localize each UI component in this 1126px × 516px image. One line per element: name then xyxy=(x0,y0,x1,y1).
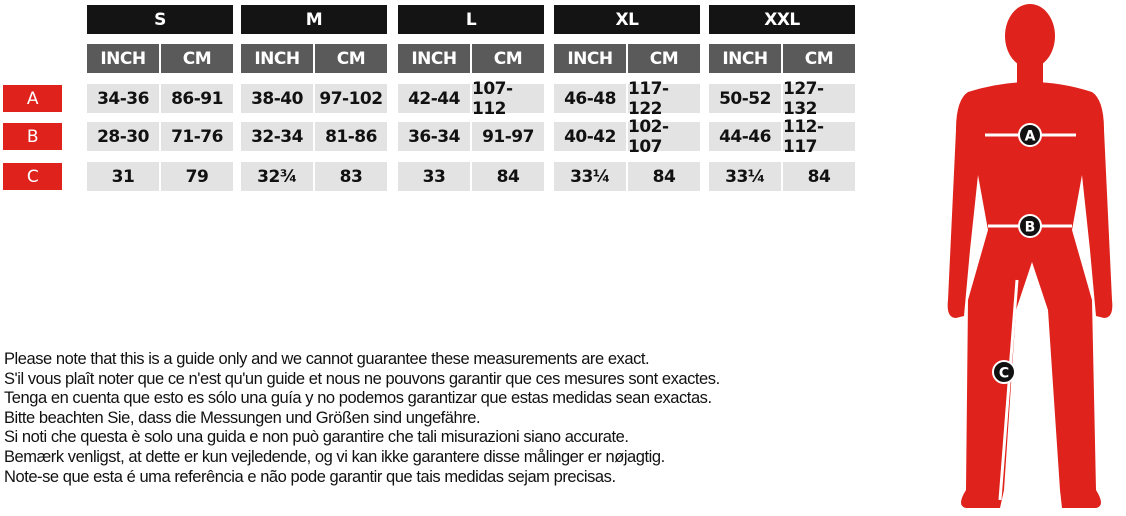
cell-inch: 32¾ xyxy=(241,162,313,191)
cell-cm: 79 xyxy=(161,162,233,191)
cell-inch: 50-52 xyxy=(709,84,781,113)
cell-inch: 32-34 xyxy=(241,122,313,151)
cell-cm: 84 xyxy=(628,162,700,191)
cell-inch: 42-44 xyxy=(398,84,470,113)
svg-text:B: B xyxy=(1025,220,1036,236)
cell-inch: 33 xyxy=(398,162,470,191)
note-it: Si noti che questa è solo una guida e no… xyxy=(4,428,629,447)
size-header-l: L xyxy=(398,5,544,34)
marker-b: B xyxy=(1018,214,1042,238)
size-header-m: M xyxy=(241,5,387,34)
unit-header-inch: INCH xyxy=(241,44,313,73)
unit-header-cm: CM xyxy=(628,44,700,73)
size-header-xl: XL xyxy=(554,5,700,34)
row-label-b: B xyxy=(3,123,62,150)
note-fr: S'il vous plaît noter que ce n'est qu'un… xyxy=(4,369,720,388)
unit-header-cm: CM xyxy=(161,44,233,73)
cell-cm: 91-97 xyxy=(472,122,544,151)
row-label-a: A xyxy=(3,85,62,112)
unit-header-cm: CM xyxy=(783,44,855,73)
unit-header-inch: INCH xyxy=(554,44,626,73)
cell-inch: 46-48 xyxy=(554,84,626,113)
cell-cm: 102-107 xyxy=(628,117,700,157)
cell-cm: 86-91 xyxy=(161,84,233,113)
size-header-s: S xyxy=(87,5,233,34)
cell-inch: 40-42 xyxy=(554,122,626,151)
disclaimer-notes: Please note that this is a guide only an… xyxy=(4,350,720,487)
note-da: Bemærk venligst, at dette er kun vejlede… xyxy=(4,447,665,466)
cell-cm: 83 xyxy=(315,162,387,191)
cell-cm: 84 xyxy=(783,162,855,191)
cell-inch: 33¼ xyxy=(554,162,626,191)
cell-inch: 28-30 xyxy=(87,122,159,151)
note-en: Please note that this is a guide only an… xyxy=(4,350,650,368)
cell-cm: 84 xyxy=(472,162,544,191)
note-es: Tenga en cuenta que esto es sólo una guí… xyxy=(4,389,712,408)
svg-text:A: A xyxy=(1025,129,1036,145)
svg-text:C: C xyxy=(999,366,1009,382)
cell-inch: 33¼ xyxy=(709,162,781,191)
unit-header-cm: CM xyxy=(315,44,387,73)
marker-a: A xyxy=(1018,123,1042,147)
body-silhouette xyxy=(947,4,1113,508)
cell-cm: 81-86 xyxy=(315,122,387,151)
note-de: Bitte beachten Sie, dass die Messungen u… xyxy=(4,408,481,427)
unit-header-inch: INCH xyxy=(87,44,159,73)
cell-cm: 107-112 xyxy=(472,79,544,119)
size-header-xxl: XXL xyxy=(709,5,855,34)
cell-cm: 71-76 xyxy=(161,122,233,151)
cell-inch: 38-40 xyxy=(241,84,313,113)
note-pt: Note-se que esta é uma referência e não … xyxy=(4,467,616,486)
unit-header-inch: INCH xyxy=(709,44,781,73)
unit-header-cm: CM xyxy=(472,44,544,73)
row-label-c: C xyxy=(3,163,62,190)
cell-inch: 44-46 xyxy=(709,122,781,151)
cell-inch: 31 xyxy=(87,162,159,191)
cell-cm: 97-102 xyxy=(315,84,387,113)
marker-c: C xyxy=(992,360,1016,384)
unit-header-inch: INCH xyxy=(398,44,470,73)
cell-inch: 34-36 xyxy=(87,84,159,113)
cell-inch: 36-34 xyxy=(398,122,470,151)
